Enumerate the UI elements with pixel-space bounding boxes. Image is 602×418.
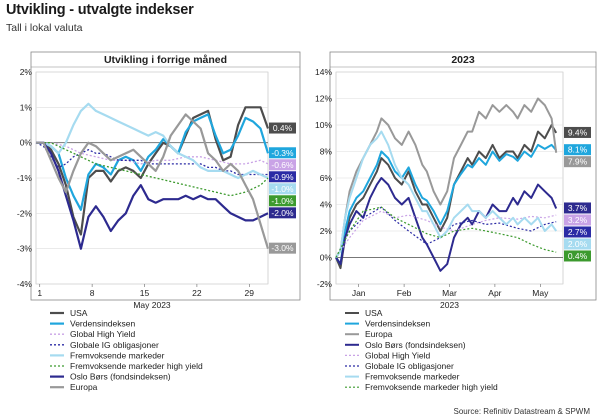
- series-line-2: [36, 113, 270, 211]
- series-line-6: [36, 142, 269, 197]
- y-tick-label: 0%: [320, 253, 333, 263]
- legend-entry: USA: [365, 308, 383, 318]
- end-label-text: -0.6%: [271, 160, 294, 170]
- end-label-box: [269, 147, 296, 159]
- end-label-text: 8.1%: [568, 145, 588, 155]
- y-tick-label: -4%: [17, 279, 33, 289]
- y-tick-label: -1%: [17, 173, 33, 183]
- x-tick-label: Jan: [352, 288, 366, 298]
- end-label-box: [269, 183, 296, 195]
- end-label-box: [564, 238, 591, 250]
- end-label-box: [564, 126, 591, 138]
- x-tick-label: 8: [90, 288, 95, 298]
- y-tick-label: 4%: [320, 200, 333, 210]
- series-line-1: [36, 106, 270, 236]
- y-tick-label: 10%: [315, 120, 332, 130]
- series-line-7: [36, 141, 269, 250]
- series-line-7: [335, 130, 558, 259]
- end-label-box: [269, 122, 296, 134]
- end-label-text: 2.0%: [568, 239, 588, 249]
- x-tick-label: Mar: [442, 288, 457, 298]
- end-label-text: -1.0%: [271, 184, 294, 194]
- chart-title: 2023: [451, 54, 475, 66]
- series-line-4: [335, 177, 558, 272]
- end-label-text: -3.0%: [271, 243, 294, 253]
- x-tick-label: May: [532, 288, 549, 298]
- series-line-4: [35, 142, 268, 176]
- end-label-box: [269, 207, 296, 219]
- series-line-5: [36, 102, 269, 180]
- legend-entry: USA: [70, 308, 88, 318]
- legend-entry: Verdensindeksen: [365, 319, 430, 329]
- legend-entry: Fremvoksende markeder: [70, 350, 165, 360]
- x-tick-label: 15: [140, 288, 150, 298]
- end-label-text: 3.2%: [568, 215, 588, 225]
- legend-entry: Oslo Børs (fondsindeksen): [365, 340, 466, 350]
- end-label-text: 3.7%: [568, 203, 588, 213]
- end-label-box: [269, 195, 296, 207]
- page-subtitle: Tall i lokal valuta: [6, 22, 83, 34]
- end-label-box: [564, 250, 591, 262]
- x-tick-label: 1: [37, 288, 42, 298]
- chart-title: Utvikling i forrige måned: [104, 54, 227, 66]
- end-label-text: -0.9%: [271, 172, 294, 182]
- panel-frame: [329, 51, 597, 301]
- y-tick-label: 2%: [320, 226, 333, 236]
- x-tick-label: Apr: [488, 288, 501, 298]
- x-axis-label: May 2023: [133, 300, 171, 310]
- page-title: Utvikling - utvalgte indekser: [6, 2, 194, 18]
- end-label-text: -2.0%: [271, 208, 294, 218]
- panel-frame: [30, 51, 301, 301]
- end-label-box: [269, 171, 296, 183]
- series-line-1: [335, 124, 558, 270]
- x-axis-label: 2023: [440, 300, 459, 310]
- chart-panel-1: Utvikling i forrige måned 2% 1% 0% -1% -2% -3%…: [17, 51, 301, 392]
- y-tick-label: -3%: [17, 244, 33, 254]
- x-tick-label: Feb: [397, 288, 412, 298]
- end-label-box: [564, 226, 591, 238]
- y-tick-label: -2%: [17, 208, 33, 218]
- y-tick-label: 2%: [20, 67, 33, 77]
- chart-panel-2: 2023 14% 12% 10% 8% 6% 4% 2% 0% -2% Jan Feb Mar Apr Ma…: [315, 51, 597, 392]
- legend-entry: Fremvoksende markeder high yield: [70, 361, 203, 371]
- series-line-2: [335, 143, 557, 266]
- legend-entry: Global High Yield: [70, 329, 135, 339]
- x-tick-label: 22: [192, 288, 202, 298]
- x-tick-label: 29: [245, 288, 255, 298]
- legend-entry: Oslo Børs (fondsindeksen): [70, 372, 171, 382]
- series-line-8: [36, 113, 270, 250]
- legend-entry: Fremvoksende markeder high yield: [365, 382, 498, 392]
- y-tick-label: 14%: [315, 67, 332, 77]
- end-label-text: -1.0%: [271, 196, 294, 206]
- source-note: Source: Refinitiv Datastream & SPWM: [453, 407, 590, 416]
- end-label-box: [564, 156, 591, 168]
- legend-entry: Europa: [70, 382, 98, 392]
- end-label-box: [269, 159, 296, 171]
- end-label-box: [564, 202, 591, 214]
- y-tick-label: 12%: [315, 94, 332, 104]
- y-tick-label: 1%: [20, 102, 33, 112]
- end-label-text: 0.4%: [568, 251, 588, 261]
- end-label-text: 0.4%: [273, 123, 293, 133]
- legend-entry: Globale IG obligasjoner: [365, 361, 454, 371]
- legend-entry: Fremvoksende markeder: [365, 372, 460, 382]
- end-label-text: 2.7%: [568, 227, 588, 237]
- legend-entry: Verdensindeksen: [70, 319, 135, 329]
- y-tick-label: 8%: [320, 147, 333, 157]
- end-label-text: 7.9%: [568, 157, 588, 167]
- y-tick-label: 6%: [320, 173, 333, 183]
- legend-entry: Europa: [365, 329, 393, 339]
- y-tick-label: 0%: [20, 138, 33, 148]
- legend-entry: Global High Yield: [365, 350, 430, 360]
- y-tick-label: -2%: [317, 279, 333, 289]
- end-label-box: [564, 214, 591, 226]
- end-label-text: -0.3%: [271, 148, 294, 158]
- end-label-box: [564, 144, 591, 156]
- end-label-text: 9.4%: [568, 127, 588, 137]
- series-line-3: [36, 142, 269, 165]
- legend-entry: Globale IG obligasjoner: [70, 340, 159, 350]
- end-label-box: [269, 242, 296, 254]
